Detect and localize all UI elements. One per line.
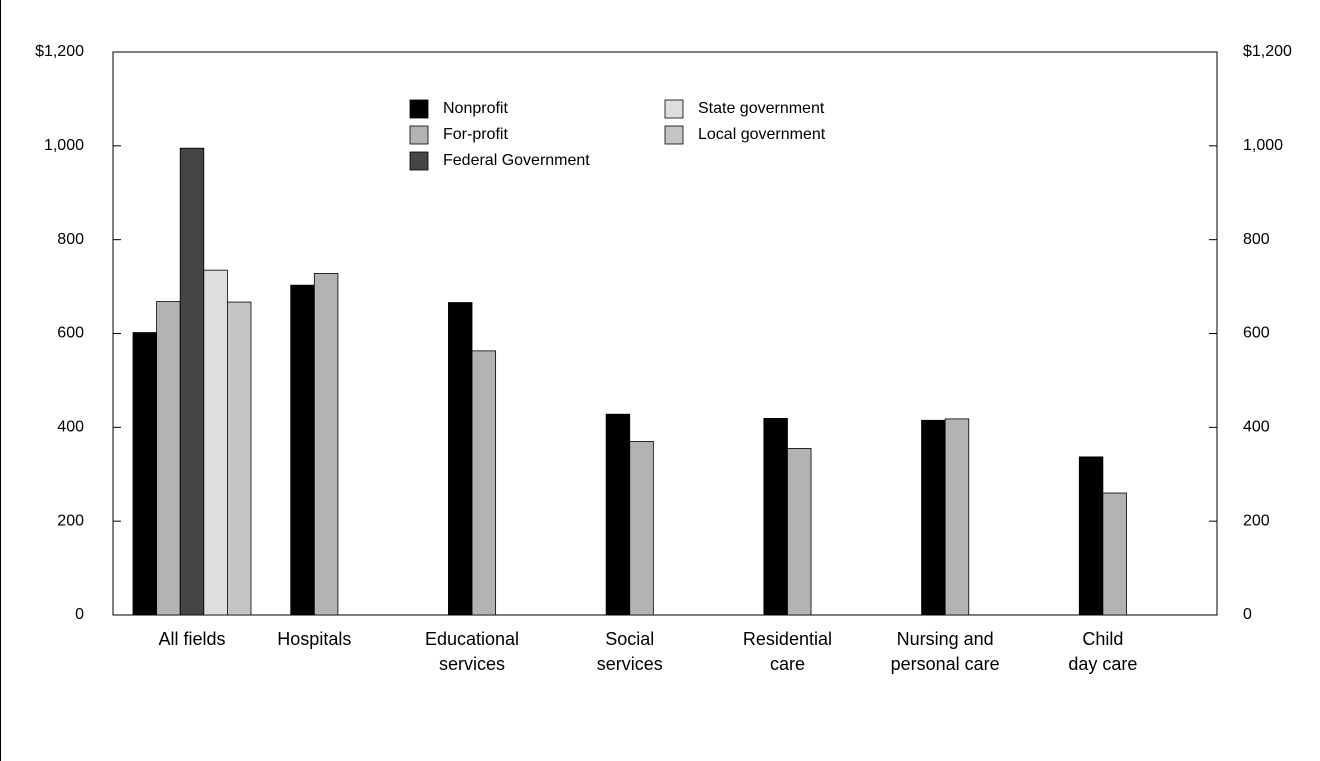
y2-tick-label: 600	[1243, 325, 1270, 342]
bar	[763, 418, 788, 616]
bar	[179, 147, 205, 616]
x-tick-label: day care	[1068, 654, 1137, 674]
bar	[629, 441, 654, 616]
y2-tick-label: 400	[1243, 419, 1270, 436]
y-tick-label: 800	[57, 231, 84, 248]
legend-swatch	[409, 99, 429, 119]
bar	[132, 332, 158, 616]
x-tick-label: All fields	[158, 629, 225, 649]
y2-tick-label: 1,000	[1243, 137, 1283, 154]
bar	[1078, 456, 1104, 616]
legend-swatch	[409, 151, 429, 171]
bar	[448, 302, 473, 616]
legend-label: For-profit	[443, 126, 508, 143]
y-tick-label: $1,200	[35, 43, 84, 60]
x-tick-label: Nursing and	[897, 629, 994, 649]
x-tick-label: services	[439, 654, 505, 674]
legend-label: Nonprofit	[443, 100, 508, 117]
bar	[203, 269, 228, 616]
x-tick-label: Social	[605, 629, 654, 649]
bar	[1102, 492, 1127, 616]
x-tick-label: Residential	[743, 629, 832, 649]
legend-swatch	[409, 125, 429, 145]
legend-label: Local government	[698, 126, 826, 143]
y-tick-label: 0	[75, 606, 84, 623]
x-tick-label: personal care	[891, 654, 1000, 674]
bar	[313, 273, 339, 616]
y-tick-label: 1,000	[44, 137, 84, 154]
y2-tick-label: 0	[1243, 606, 1252, 623]
bar	[944, 418, 970, 616]
y2-tick-label: $1,200	[1243, 43, 1292, 60]
bar	[226, 301, 252, 616]
bar	[156, 301, 181, 616]
bar	[471, 350, 497, 616]
bar	[605, 413, 631, 616]
legend-label: State government	[698, 100, 825, 117]
legend-swatch	[664, 125, 684, 145]
y-tick-label: 200	[57, 512, 84, 529]
bar	[921, 419, 946, 616]
legend-label: Federal Government	[443, 152, 590, 169]
bar	[787, 448, 812, 616]
y-tick-label: 400	[57, 419, 84, 436]
x-tick-label: services	[597, 654, 663, 674]
y2-tick-label: 200	[1243, 512, 1270, 529]
legend-swatch	[664, 99, 684, 119]
x-tick-label: Educational	[425, 629, 519, 649]
x-tick-label: Hospitals	[277, 629, 351, 649]
bar	[290, 284, 315, 616]
x-tick-label: care	[770, 654, 805, 674]
x-tick-label: Child	[1082, 629, 1123, 649]
y2-tick-label: 800	[1243, 231, 1270, 248]
y-tick-label: 600	[57, 325, 84, 342]
